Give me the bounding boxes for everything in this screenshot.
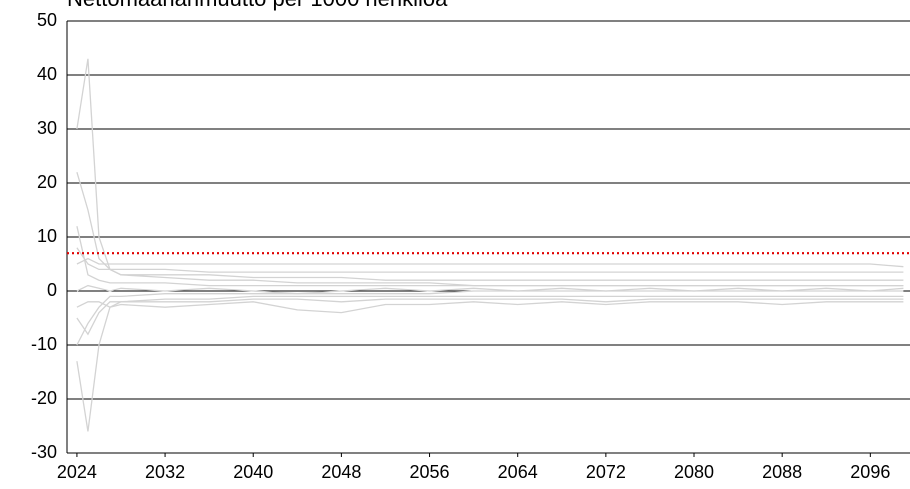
y-tick-label: 20 — [37, 172, 57, 192]
series-line — [76, 226, 904, 287]
x-tick-label: 2056 — [410, 462, 450, 482]
series-line — [76, 290, 904, 346]
series-line — [76, 284, 904, 295]
y-tick-label: -20 — [31, 388, 57, 408]
y-tick-label: 40 — [37, 64, 57, 84]
x-tick-label: 2040 — [233, 462, 273, 482]
x-tick-label: 2064 — [498, 462, 538, 482]
x-tick-label: 2080 — [674, 462, 714, 482]
y-tick-label: -30 — [31, 442, 57, 462]
series-line — [76, 301, 904, 314]
series-line — [76, 257, 904, 268]
y-tick-label: 50 — [37, 10, 57, 30]
series-line — [76, 172, 904, 281]
y-tick-label: 30 — [37, 118, 57, 138]
y-tick-label: 10 — [37, 226, 57, 246]
x-tick-label: 2024 — [57, 462, 97, 482]
x-tick-label: 2032 — [145, 462, 185, 482]
series-line — [76, 295, 904, 432]
x-tick-label: 2088 — [762, 462, 802, 482]
y-tick-label: -10 — [31, 334, 57, 354]
series-line — [76, 298, 904, 336]
y-tick-label: 0 — [47, 280, 57, 300]
series-line — [76, 247, 904, 273]
x-tick-label: 2048 — [321, 462, 361, 482]
x-tick-label: 2096 — [850, 462, 890, 482]
series-line — [76, 58, 904, 287]
x-tick-label: 2072 — [586, 462, 626, 482]
chart-title: Nettomaahanmuutto per 1000 henkilöä — [67, 0, 448, 11]
